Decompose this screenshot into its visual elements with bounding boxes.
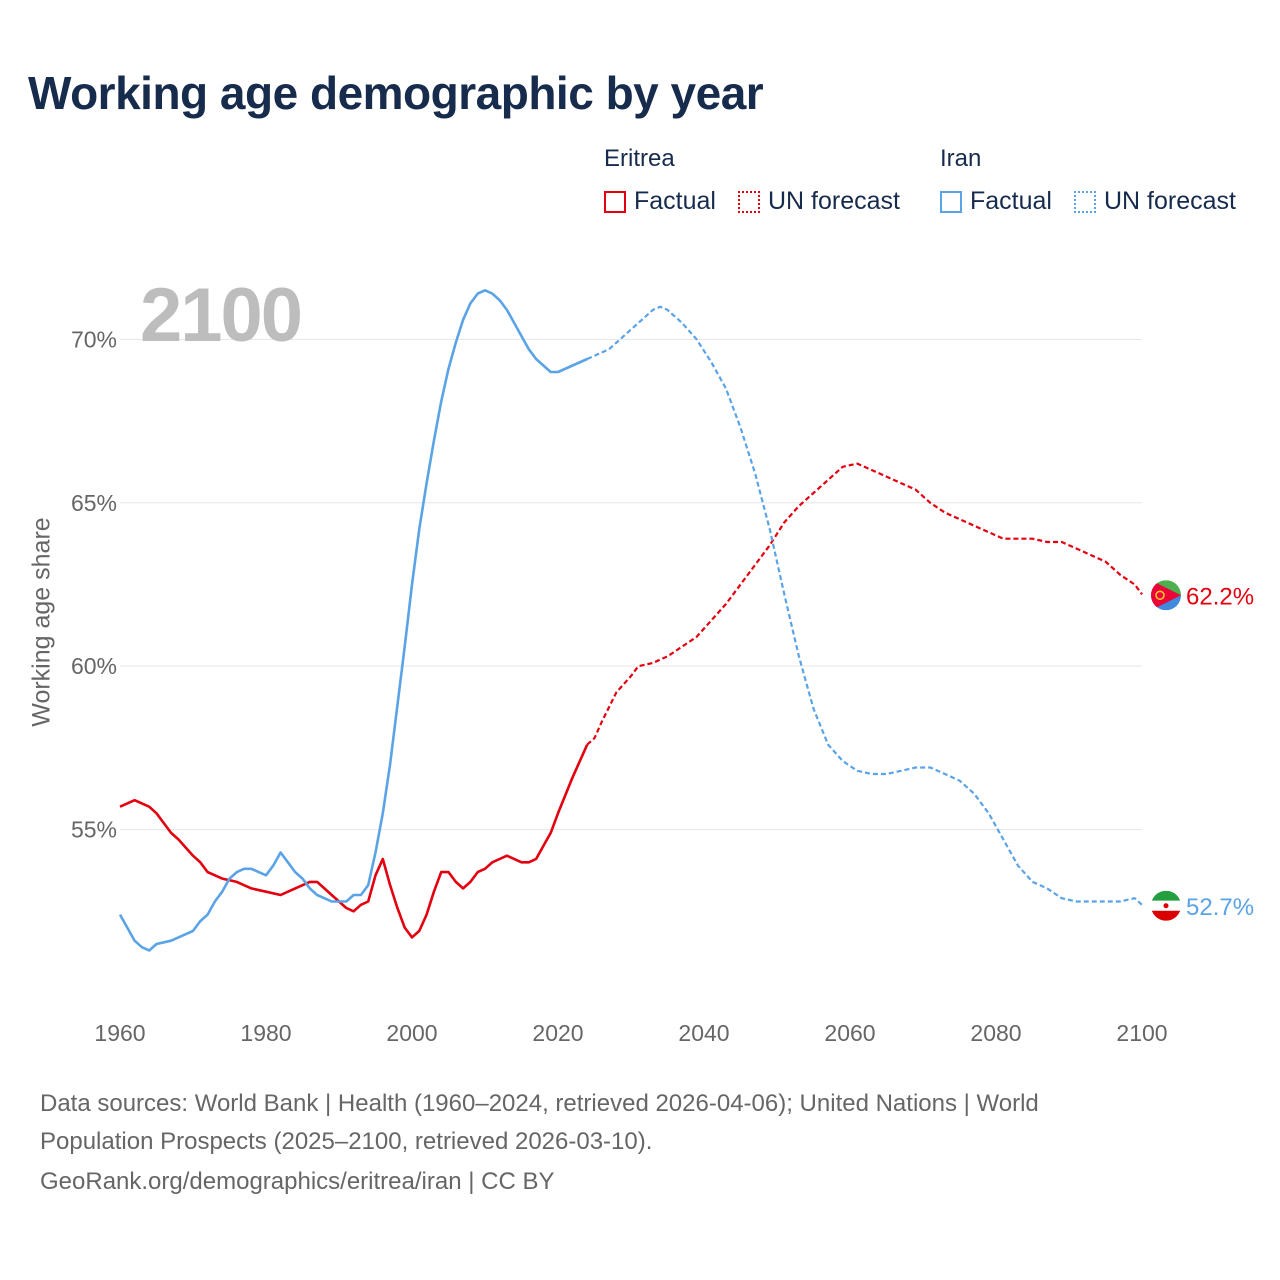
legend-swatch-dotted-blue [1074, 190, 1096, 213]
flag-green-band [1151, 890, 1181, 901]
x-tick-label: 2020 [532, 1020, 583, 1046]
iran-flag-icon [1151, 890, 1181, 921]
x-tick-label: 1980 [240, 1020, 291, 1046]
legend-label: Factual [970, 187, 1052, 215]
x-tick-label: 2060 [824, 1020, 875, 1046]
legend-label: Factual [634, 187, 716, 215]
x-tick-label: 2100 [1116, 1020, 1167, 1046]
y-tick-label: 60% [71, 653, 117, 679]
legend-label: UN forecast [1104, 187, 1236, 215]
x-tick-label: 1960 [94, 1020, 145, 1046]
flag-red-band [1151, 910, 1181, 921]
footer-sources-line-1: Data sources: World Bank | Health (1960–… [40, 1090, 1039, 1117]
flag-red-triangle [1151, 580, 1181, 611]
legend-eritrea-title: Eritrea [604, 145, 675, 172]
eritrea-forecast-line [586, 462, 1143, 746]
x-tick-label: 2040 [678, 1020, 729, 1046]
legend-swatch-solid-blue [940, 190, 962, 213]
legend-eritrea-forecast[interactable]: UN forecast [738, 187, 900, 216]
flag-emblem [1155, 590, 1165, 601]
y-tick-label: 70% [71, 326, 117, 352]
legend-iran-factual[interactable]: Factual [940, 187, 1052, 216]
iran-factual-line [118, 289, 588, 952]
x-tick-label: 2000 [386, 1020, 437, 1046]
eritrea-flag-icon [1151, 580, 1181, 611]
eritrea-end-value-label: 62.2% [1186, 583, 1254, 610]
iran-forecast-line [586, 305, 1143, 906]
year-display: 2100 [140, 273, 303, 358]
x-tick-label: 2080 [970, 1020, 1021, 1046]
flag-emblem [1163, 903, 1169, 909]
line-chart: 55% 60% 65% 70% 1960 1980 2000 2020 2040 2060 2080… [71, 289, 1254, 1046]
footer-sources-line-2: Population Prospects (2025–2100, retriev… [40, 1128, 653, 1155]
chart-title: Working age demographic by year [28, 67, 764, 119]
y-tick-label: 65% [71, 490, 117, 516]
legend-label: UN forecast [768, 187, 900, 215]
legend-eritrea-factual[interactable]: Factual [604, 187, 716, 216]
y-tick-label: 55% [71, 817, 117, 843]
iran-end-value-label: 52.7% [1186, 894, 1254, 921]
legend-swatch-dotted-red [738, 190, 760, 213]
legend-iran-forecast[interactable]: UN forecast [1074, 187, 1236, 216]
eritrea-factual-line [119, 744, 589, 939]
legend-iran-title: Iran [940, 145, 982, 172]
legend-swatch-solid-red [604, 190, 626, 213]
footer-credit-link[interactable]: GeoRank.org/demographics/eritrea/iran | … [40, 1168, 555, 1195]
